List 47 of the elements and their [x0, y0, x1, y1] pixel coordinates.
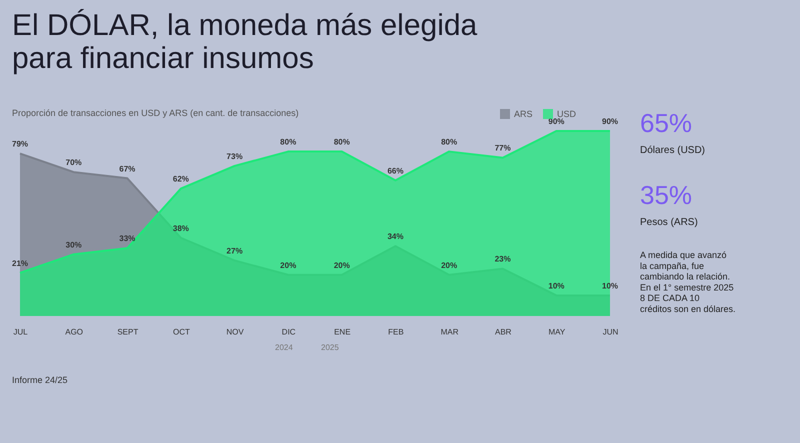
x-tick-label: ENE — [334, 328, 351, 336]
text: Informe 24/25 — [12, 375, 68, 385]
text: 35% — [640, 180, 692, 210]
chart-subtitle: Proporción de transacciones en USD y ARS (en cant. de transacciones) — [12, 108, 299, 118]
data-label: 90% — [548, 117, 564, 126]
x-tick-label: OCT — [172, 328, 190, 336]
data-label: 27% — [226, 246, 243, 256]
text: A medida que avanzó la campaña, fue cambiando la relación. En el 1° semestre 2025 8 DE CADA 10 créditos son en dólares. — [640, 250, 736, 314]
text: Dólares (USD) — [640, 145, 706, 156]
data-label: 73% — [226, 152, 243, 161]
x-tick-label: MAY — [548, 328, 566, 336]
text: 2024 — [275, 343, 294, 352]
data-label: 23% — [494, 254, 511, 264]
data-label: 21% — [12, 258, 28, 268]
data-label: 80% — [280, 138, 296, 147]
data-label: 80% — [334, 138, 350, 147]
x-tick-label: JUL — [13, 328, 28, 336]
x-tick-label: FEB — [388, 328, 404, 336]
data-label: 77% — [494, 144, 511, 153]
x-tick-label: MAR — [440, 328, 459, 336]
data-label: 20% — [441, 260, 458, 270]
chart-title: El DÓLAR, la moneda más elegida para financiar insumos — [12, 8, 478, 75]
x-tick-label: DIC — [282, 328, 296, 336]
legend-label: ARS — [514, 109, 533, 119]
data-label: 10% — [548, 281, 564, 290]
data-label: 30% — [66, 240, 82, 250]
data-label: 62% — [172, 174, 189, 184]
data-label: 90% — [602, 117, 618, 126]
x-tick-label: JUN — [602, 328, 618, 336]
legend-label: USD — [557, 109, 576, 119]
data-label: 80% — [441, 138, 458, 147]
data-label: 67% — [119, 164, 136, 174]
text: Pesos (ARS) — [640, 217, 698, 228]
data-label: 33% — [119, 234, 136, 244]
data-label: 20% — [280, 260, 296, 270]
text: 2025 — [321, 343, 340, 352]
data-label: 34% — [387, 232, 404, 242]
data-label: 38% — [172, 224, 189, 233]
data-label: 20% — [334, 260, 350, 270]
x-tick-label: SEPT — [117, 328, 138, 336]
data-label: 70% — [66, 158, 82, 168]
x-tick-label: ABR — [495, 328, 512, 336]
x-tick-label: AGO — [65, 328, 84, 336]
data-label: 66% — [387, 166, 404, 176]
data-label: 79% — [12, 140, 28, 149]
text: 65% — [640, 108, 692, 138]
x-tick-label: NOV — [226, 328, 244, 336]
